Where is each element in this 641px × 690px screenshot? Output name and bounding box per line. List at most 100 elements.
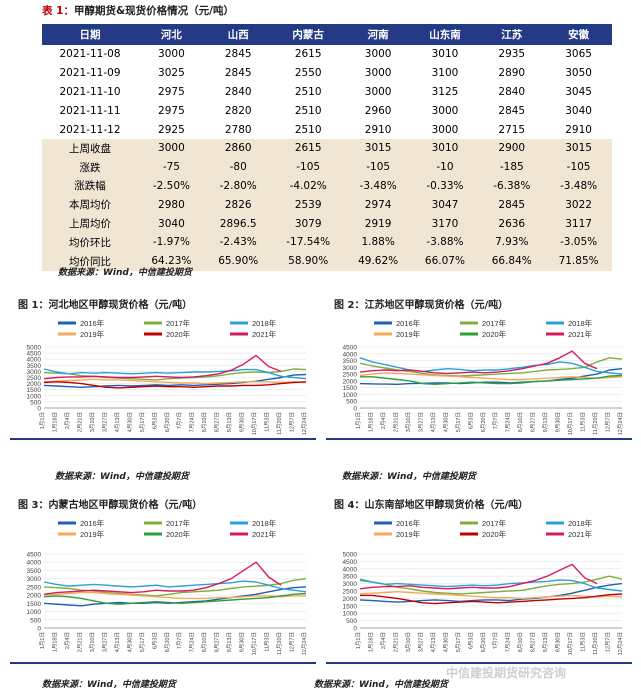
- table-cell: 3000: [411, 101, 479, 121]
- table-cell: 3000: [344, 45, 412, 64]
- y-tick-label: 2000: [27, 593, 42, 600]
- table-cell: 3045: [545, 82, 612, 102]
- figure-4-source: 数据来源：Wind，中信建投期货: [314, 680, 448, 690]
- x-tick-label: 3月27日: [101, 412, 108, 432]
- y-tick-label: 3000: [343, 581, 358, 588]
- table-cell: -3.05%: [545, 232, 612, 252]
- table-cell: 2510: [271, 120, 345, 139]
- table-cell: 2510: [271, 82, 345, 102]
- y-tick-label: 500: [30, 617, 41, 624]
- header-hebei: 河北: [138, 24, 205, 45]
- y-tick-label: 1000: [343, 392, 358, 399]
- series-line: [359, 578, 623, 592]
- table-source: 数据来源：Wind，中信建投期货: [58, 268, 192, 278]
- table-cell: -2.50%: [138, 176, 205, 196]
- x-tick-label: 11月3日: [264, 632, 271, 652]
- table-row: 2021-11-11 2975 2820 2510 2960 3000 2845 3040: [42, 101, 612, 121]
- header-anhui: 安徽: [545, 24, 612, 45]
- table-cell: 65.90%: [204, 251, 272, 271]
- legend-label: 2019年: [396, 529, 421, 539]
- table-cell: 2935: [478, 45, 546, 64]
- table-cell: -2.80%: [204, 176, 272, 196]
- x-tick-label: 7月7日: [492, 632, 499, 649]
- x-tick-label: 4月30日: [126, 632, 133, 652]
- table-cell: 2840: [204, 82, 272, 102]
- table-cell: 58.90%: [271, 251, 345, 271]
- x-tick-label: 8月10日: [517, 412, 524, 432]
- header-henan: 河南: [344, 24, 412, 45]
- x-tick-label: 6月3日: [151, 632, 158, 649]
- table-cell: 3015: [545, 138, 612, 158]
- header-neimenggu: 内蒙古: [271, 24, 345, 45]
- table-cell: 3040: [545, 101, 612, 121]
- table-cell: -105: [545, 157, 612, 177]
- table-cell: -1.97%: [138, 232, 205, 252]
- table-cell: 66.84%: [478, 251, 546, 271]
- table-cell: 3000: [344, 63, 412, 83]
- figure-2-text: 江苏地区甲醇现货价格（元/吨）: [364, 300, 509, 311]
- table-cell: 2636: [478, 214, 546, 233]
- series-line: [359, 591, 623, 600]
- table-cell: -105: [344, 157, 412, 177]
- series-line: [359, 575, 623, 595]
- table-cell: 2845: [204, 45, 272, 64]
- table-cell: 2980: [138, 195, 205, 215]
- x-tick-label: 2月21日: [76, 412, 83, 432]
- x-tick-label: 9月30日: [555, 632, 562, 652]
- x-tick-label: 6月3日: [151, 412, 158, 429]
- figure-3-text: 内蒙古地区甲醇现货价格（元/吨）: [48, 500, 203, 511]
- table-cell: 3065: [545, 45, 612, 64]
- table-cell: 2974: [344, 195, 412, 215]
- legend-label: 2021年: [568, 529, 593, 539]
- row-label: 2021-11-12: [42, 120, 138, 139]
- table-row: 本周均价 2980 2826 2539 2974 3047 2845 3022: [42, 195, 612, 215]
- table-cell: -6.38%: [478, 176, 546, 196]
- x-tick-label: 3月10日: [89, 632, 96, 652]
- series-line: [43, 580, 307, 593]
- x-tick-label: 8月10日: [517, 632, 524, 652]
- y-tick-label: 4000: [343, 351, 358, 358]
- y-tick-label: 1500: [27, 387, 42, 394]
- table-row: 涨跌 -75 -80 -105 -105 -10 -185 -105: [42, 157, 612, 177]
- x-tick-label: 9月13日: [226, 412, 233, 432]
- table-cell: -75: [138, 157, 205, 177]
- series-line: [359, 372, 623, 381]
- legend-label: 2020年: [482, 329, 507, 339]
- table-cell: -10: [411, 157, 479, 177]
- header-shanxi: 山西: [204, 24, 272, 45]
- table-cell: 2975: [138, 82, 205, 102]
- series-line: [359, 582, 623, 603]
- table-title-label: 表 1：: [42, 5, 74, 17]
- figure-1-frame: [10, 312, 316, 440]
- legend-label: 2017年: [482, 318, 507, 328]
- legend-label: 2018年: [568, 318, 593, 328]
- x-tick-label: 9月30日: [239, 412, 246, 432]
- y-tick-label: 4000: [343, 566, 358, 573]
- table-cell: 3000: [411, 120, 479, 139]
- y-tick-label: 4000: [27, 560, 42, 567]
- series-line: [359, 357, 623, 375]
- row-label: 均价环比: [42, 232, 138, 252]
- y-tick-label: 2000: [27, 381, 42, 388]
- x-tick-label: 5月17日: [139, 632, 146, 652]
- row-label: 涨跌幅: [42, 176, 138, 196]
- figure-4-text: 山东南部地区甲醇现货价格（元/吨）: [364, 500, 529, 511]
- table-cell: 1.88%: [344, 232, 412, 252]
- chart-hebei: 2016年 2017年 2018年 2019年 2020年 2021年 0500100015…: [27, 318, 308, 435]
- x-tick-label: 4月30日: [442, 412, 449, 432]
- header-date: 日期: [42, 24, 138, 45]
- legend-label: 2018年: [252, 518, 277, 528]
- figure-2-title: 图 2：江苏地区甲醇现货价格（元/吨）: [334, 296, 508, 311]
- x-tick-label: 3月10日: [405, 632, 412, 652]
- x-tick-label: 6月3日: [467, 632, 474, 649]
- x-tick-label: 9月13日: [542, 632, 549, 652]
- series-line: [43, 578, 307, 597]
- x-tick-label: 3月27日: [417, 412, 424, 432]
- y-tick-label: 4000: [27, 357, 42, 364]
- x-tick-label: 8月27日: [530, 632, 537, 652]
- y-tick-label: 3500: [343, 358, 358, 365]
- x-tick-label: 10月17日: [251, 632, 258, 655]
- y-tick-label: 2000: [343, 378, 358, 385]
- x-tick-label: 1月18日: [51, 632, 58, 652]
- y-tick-label: 2500: [27, 584, 42, 591]
